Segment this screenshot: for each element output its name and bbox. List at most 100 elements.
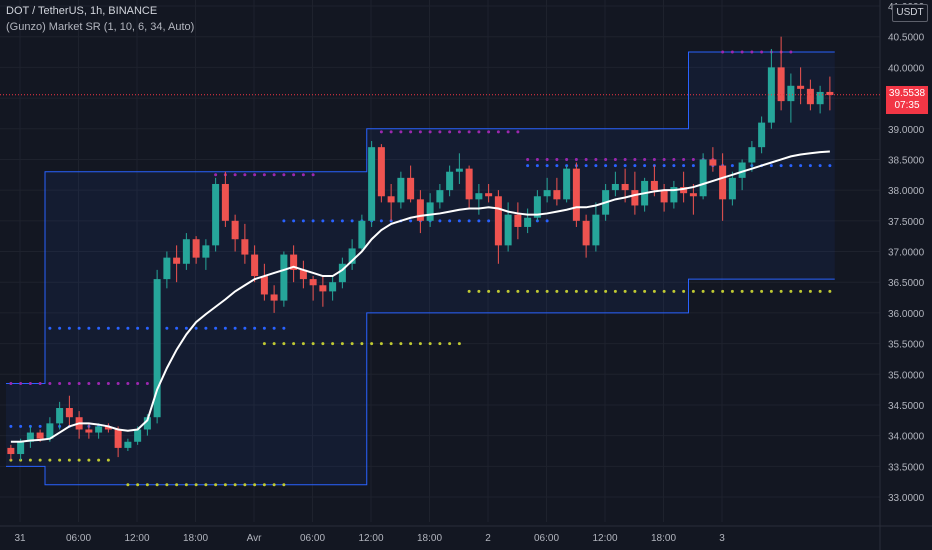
- y-tick-label: 39.0000: [888, 125, 925, 136]
- resistance-dot: [379, 130, 383, 134]
- mid-level-dot: [545, 164, 549, 168]
- candle-body: [680, 187, 688, 194]
- mid-level-dot: [136, 326, 140, 330]
- support-dot: [214, 483, 218, 487]
- support-dot: [28, 458, 32, 462]
- candle-body: [134, 429, 142, 442]
- support-dot: [243, 483, 247, 487]
- resistance-dot: [555, 157, 559, 161]
- resistance-dot: [584, 157, 588, 161]
- resistance-dot: [38, 381, 42, 385]
- support-dot: [613, 289, 617, 293]
- mid-level-dot: [116, 326, 120, 330]
- mid-level-dot: [106, 326, 110, 330]
- candle-body: [358, 220, 366, 249]
- resistance-dot: [409, 130, 413, 134]
- support-dot: [535, 289, 539, 293]
- resistance-dot: [633, 157, 637, 161]
- x-tick-label: 12:00: [358, 533, 383, 544]
- support-dot: [604, 289, 608, 293]
- y-tick-label: 34.0000: [888, 432, 925, 443]
- mid-level-dot: [165, 326, 169, 330]
- resistance-dot: [730, 50, 734, 54]
- mid-level-dot: [340, 219, 344, 223]
- currency-button[interactable]: USDT: [892, 4, 928, 22]
- support-dot: [145, 483, 149, 487]
- y-tick-label: 33.0000: [888, 493, 925, 504]
- support-dot: [740, 289, 744, 293]
- candle-body: [699, 159, 707, 197]
- candle-body: [563, 168, 571, 200]
- resistance-dot: [9, 381, 13, 385]
- y-tick-label: 38.5000: [888, 155, 925, 166]
- mid-level-dot: [409, 219, 413, 223]
- resistance-dot: [19, 381, 23, 385]
- resistance-dot: [565, 157, 569, 161]
- mid-level-dot: [487, 219, 491, 223]
- candle-body: [241, 239, 249, 255]
- indicator-label[interactable]: (Gunzo) Market SR (1, 10, 6, 34, Auto): [6, 21, 195, 33]
- resistance-dot: [448, 130, 452, 134]
- resistance-dot: [526, 157, 530, 161]
- mid-level-dot: [87, 326, 91, 330]
- support-dot: [799, 289, 803, 293]
- x-tick-label: Avr: [247, 533, 262, 544]
- support-dot: [282, 483, 286, 487]
- resistance-dot: [613, 157, 617, 161]
- resistance-dot: [253, 173, 257, 177]
- resistance-dot: [97, 381, 101, 385]
- resistance-dot: [301, 173, 305, 177]
- resistance-dot: [136, 381, 140, 385]
- candle-body: [485, 193, 493, 197]
- support-dot: [58, 458, 62, 462]
- mid-level-dot: [77, 326, 81, 330]
- support-dot: [155, 483, 159, 487]
- candle-body: [163, 257, 171, 280]
- support-dot: [643, 289, 647, 293]
- support-dot: [223, 483, 227, 487]
- x-tick-label: 31: [14, 533, 26, 544]
- resistance-dot: [243, 173, 247, 177]
- mid-level-dot: [584, 164, 588, 168]
- candle-body: [524, 217, 532, 227]
- candle-body: [114, 429, 122, 448]
- support-dot: [370, 342, 374, 346]
- mid-level-dot: [662, 164, 666, 168]
- candle-body: [777, 67, 785, 102]
- y-tick-label: 40.5000: [888, 33, 925, 44]
- candle-body: [104, 426, 112, 430]
- support-dot: [165, 483, 169, 487]
- y-tick-label: 37.0000: [888, 248, 925, 259]
- resistance-dot: [58, 381, 62, 385]
- mid-level-dot: [58, 326, 62, 330]
- y-tick-label: 35.0000: [888, 370, 925, 381]
- mid-level-dot: [448, 219, 452, 223]
- candle-body: [416, 199, 424, 221]
- mid-level-dot: [594, 164, 598, 168]
- mid-level-dot: [467, 219, 471, 223]
- mid-level-dot: [67, 326, 71, 330]
- candle-body: [46, 423, 54, 439]
- support-dot: [340, 342, 344, 346]
- ma-line: [10, 150, 830, 443]
- mid-level-dot: [214, 326, 218, 330]
- candle-body: [36, 432, 44, 439]
- mid-level-dot: [9, 424, 13, 428]
- candle-body: [758, 122, 766, 148]
- support-dot: [204, 483, 208, 487]
- y-tick-label: 36.0000: [888, 309, 925, 320]
- mid-level-dot: [19, 424, 23, 428]
- candle-body: [719, 165, 727, 200]
- resistance-dot: [545, 157, 549, 161]
- support-dot: [331, 342, 335, 346]
- candle-body: [26, 432, 34, 442]
- candle-body: [231, 220, 239, 240]
- candle-body: [826, 91, 834, 95]
- support-dot: [48, 458, 52, 462]
- support-dot: [379, 342, 383, 346]
- support-dot: [272, 342, 276, 346]
- x-tick-label: 12:00: [124, 533, 149, 544]
- candle-body: [124, 441, 132, 448]
- support-dot: [769, 289, 773, 293]
